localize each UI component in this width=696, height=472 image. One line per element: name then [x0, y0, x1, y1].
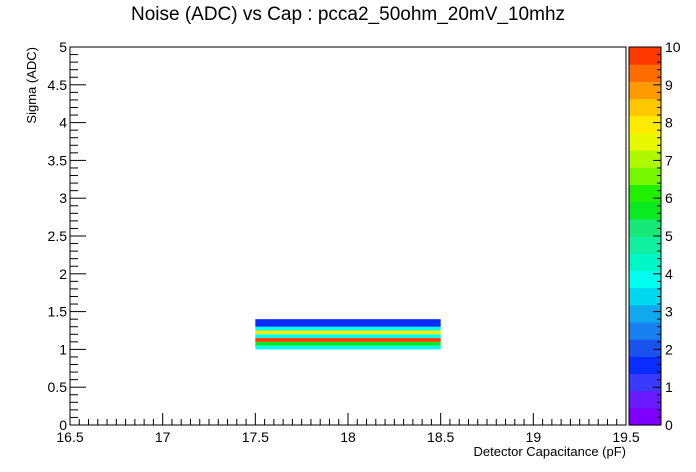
palette-swatch — [629, 150, 661, 168]
heatmap-cell — [255, 326, 441, 331]
palette-swatch — [629, 98, 661, 117]
palette-swatch — [629, 253, 661, 271]
palette-swatch — [629, 373, 661, 392]
palette-swatch — [629, 304, 661, 323]
y-tick-label: 1.5 — [48, 304, 68, 320]
palette-tick-label: 5 — [665, 228, 673, 244]
palette-swatch — [629, 287, 661, 306]
y-tick-label: 5 — [59, 39, 67, 55]
palette-swatch — [629, 47, 661, 65]
y-tick-label: 2 — [59, 266, 67, 282]
palette-swatch — [629, 407, 661, 426]
palette-swatch — [629, 115, 661, 134]
chart-title: Noise (ADC) vs Cap : pcca2_50ohm_20mV_10… — [130, 4, 566, 25]
plot-frame — [69, 46, 627, 426]
palette-swatch — [629, 167, 661, 186]
x-tick-label: 18.5 — [427, 429, 454, 445]
heatmap-cells — [255, 319, 441, 350]
palette-swatch — [629, 321, 661, 340]
x-tick-label: 17 — [155, 429, 171, 445]
palette-swatch — [629, 270, 661, 289]
heatmap-cell — [255, 319, 441, 327]
palette-tick-label: 9 — [665, 77, 673, 93]
y-tick-label: 4.5 — [48, 77, 68, 93]
y-tick-label: 3 — [59, 190, 67, 206]
color-palette: 0 1 2 3 4 5 6 7 8 9 10 — [628, 39, 681, 433]
heatmap-cell — [255, 330, 441, 335]
palette-swatch — [629, 81, 661, 100]
x-axis-label: Detector Capacitance (pF) — [474, 444, 626, 459]
x-tick-label: 18 — [340, 429, 356, 445]
palette-swatch — [629, 218, 661, 237]
palette-swatch — [629, 64, 661, 82]
palette-tick-label: 2 — [665, 341, 673, 357]
palette-swatch — [629, 201, 661, 220]
palette-swatch — [629, 132, 661, 151]
palette-tick-label: 4 — [665, 266, 673, 282]
x-tick-label: 17.5 — [242, 429, 269, 445]
y-tick-label: 0 — [59, 417, 67, 433]
x-tick-label: 19.5 — [612, 429, 639, 445]
y-tick-label: 0.5 — [48, 379, 68, 395]
y-tick-label: 3.5 — [48, 152, 68, 168]
heatmap-cell — [255, 341, 441, 346]
palette-tick-label: 3 — [665, 304, 673, 320]
palette-tick-label: 0 — [665, 417, 673, 433]
palette-swatch — [629, 339, 661, 357]
palette-tick-label: 7 — [665, 152, 673, 168]
heatmap-cell — [255, 334, 441, 339]
palette-tick-label: 6 — [665, 190, 673, 206]
y-tick-label: 1 — [59, 341, 67, 357]
y-tick-label: 4 — [59, 115, 67, 131]
palette-swatch — [629, 184, 661, 203]
axes: 16.5 17 17.5 18 18.5 19 19.5 0 0.5 1 1.5 2 2.5 3 3.5 4 4… — [48, 39, 640, 445]
palette-swatch — [629, 236, 661, 254]
x-tick-label: 16.5 — [56, 429, 83, 445]
heatmap-cell — [255, 338, 441, 342]
palette-swatch — [629, 390, 661, 409]
y-tick-label: 2.5 — [48, 228, 68, 244]
palette-swatch — [629, 356, 661, 375]
y-axis-label: Sigma (ADC) — [24, 47, 39, 124]
heatmap-cell — [255, 345, 441, 350]
palette-tick-label: 10 — [665, 39, 681, 55]
palette-tick-label: 1 — [665, 379, 673, 395]
x-tick-label: 19 — [526, 429, 542, 445]
palette-tick-label: 8 — [665, 115, 673, 131]
